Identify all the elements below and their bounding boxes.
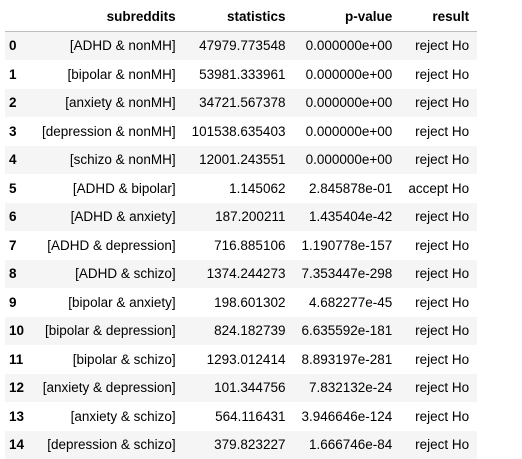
cell-p-value: 0.000000e+00: [293, 117, 400, 146]
cell-result: reject Ho: [400, 203, 477, 232]
row-index: 0: [5, 31, 34, 60]
column-header-subreddits: subreddits: [34, 2, 184, 31]
cell-p-value: 6.635592e-181: [293, 317, 400, 346]
cell-statistics: 101538.635403: [184, 117, 294, 146]
row-index: 10: [5, 317, 34, 346]
column-header-result: result: [400, 2, 477, 31]
cell-p-value: 2.845878e-01: [293, 174, 400, 203]
cell-p-value: 0.000000e+00: [293, 60, 400, 89]
cell-statistics: 379.823227: [184, 431, 294, 459]
cell-p-value: 3.946646e-124: [293, 402, 400, 431]
cell-result: accept Ho: [400, 174, 477, 203]
cell-statistics: 12001.243551: [184, 146, 294, 175]
cell-result: reject Ho: [400, 260, 477, 289]
cell-statistics: 187.200211: [184, 203, 294, 232]
row-index: 7: [5, 231, 34, 260]
row-index: 9: [5, 288, 34, 317]
cell-p-value: 8.893197e-281: [293, 345, 400, 374]
cell-p-value: 0.000000e+00: [293, 31, 400, 60]
cell-statistics: 1374.244273: [184, 260, 294, 289]
cell-result: reject Ho: [400, 146, 477, 175]
cell-subreddits: [bipolar & anxiety]: [34, 288, 184, 317]
row-index: 14: [5, 431, 34, 459]
cell-subreddits: [anxiety & nonMH]: [34, 89, 184, 118]
cell-statistics: 824.182739: [184, 317, 294, 346]
cell-subreddits: [depression & schizo]: [34, 431, 184, 459]
cell-statistics: 1.145062: [184, 174, 294, 203]
row-index: 5: [5, 174, 34, 203]
cell-subreddits: [depression & nonMH]: [34, 117, 184, 146]
cell-subreddits: [bipolar & schizo]: [34, 345, 184, 374]
row-index: 12: [5, 374, 34, 403]
cell-subreddits: [ADHD & nonMH]: [34, 31, 184, 60]
cell-statistics: 1293.012414: [184, 345, 294, 374]
row-index: 13: [5, 402, 34, 431]
cell-statistics: 564.116431: [184, 402, 294, 431]
cell-statistics: 53981.333961: [184, 60, 294, 89]
dataframe-table: subreddits statistics p-value result 0[A…: [5, 2, 477, 459]
row-index: 1: [5, 60, 34, 89]
cell-result: reject Ho: [400, 288, 477, 317]
cell-result: reject Ho: [400, 374, 477, 403]
row-index: 3: [5, 117, 34, 146]
cell-result: reject Ho: [400, 345, 477, 374]
cell-p-value: 1.435404e-42: [293, 203, 400, 232]
table-header: subreddits statistics p-value result: [5, 2, 477, 31]
row-index: 8: [5, 260, 34, 289]
cell-result: reject Ho: [400, 431, 477, 459]
row-index: 4: [5, 146, 34, 175]
column-header-p-value: p-value: [293, 2, 400, 31]
cell-result: reject Ho: [400, 117, 477, 146]
cell-subreddits: [schizo & nonMH]: [34, 146, 184, 175]
cell-statistics: 198.601302: [184, 288, 294, 317]
cell-p-value: 1.190778e-157: [293, 231, 400, 260]
header-row: subreddits statistics p-value result: [5, 2, 477, 31]
row-index: 11: [5, 345, 34, 374]
cell-result: reject Ho: [400, 31, 477, 60]
cell-subreddits: [bipolar & nonMH]: [34, 60, 184, 89]
cell-p-value: 4.682277e-45: [293, 288, 400, 317]
cell-subreddits: [anxiety & depression]: [34, 374, 184, 403]
cell-result: reject Ho: [400, 402, 477, 431]
cell-result: reject Ho: [400, 317, 477, 346]
cell-result: reject Ho: [400, 231, 477, 260]
cell-statistics: 716.885106: [184, 231, 294, 260]
cell-statistics: 34721.567378: [184, 89, 294, 118]
cell-p-value: 7.353447e-298: [293, 260, 400, 289]
cell-subreddits: [ADHD & anxiety]: [34, 203, 184, 232]
index-header: [5, 2, 34, 31]
row-index: 2: [5, 89, 34, 118]
cell-statistics: 101.344756: [184, 374, 294, 403]
cell-subreddits: [ADHD & schizo]: [34, 260, 184, 289]
cell-result: reject Ho: [400, 60, 477, 89]
cell-statistics: 47979.773548: [184, 31, 294, 60]
cell-result: reject Ho: [400, 89, 477, 118]
cell-p-value: 7.832132e-24: [293, 374, 400, 403]
cell-subreddits: [bipolar & depression]: [34, 317, 184, 346]
cell-subreddits: [ADHD & depression]: [34, 231, 184, 260]
column-header-statistics: statistics: [184, 2, 294, 31]
row-index: 6: [5, 203, 34, 232]
cell-subreddits: [anxiety & schizo]: [34, 402, 184, 431]
cell-p-value: 1.666746e-84: [293, 431, 400, 459]
cell-p-value: 0.000000e+00: [293, 89, 400, 118]
cell-p-value: 0.000000e+00: [293, 146, 400, 175]
cell-subreddits: [ADHD & bipolar]: [34, 174, 184, 203]
